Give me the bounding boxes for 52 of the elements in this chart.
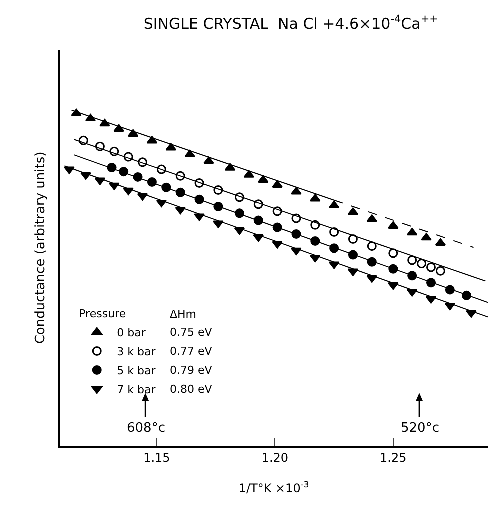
annotation: 0.75 eV bbox=[170, 326, 213, 339]
point bbox=[138, 158, 148, 168]
point bbox=[95, 142, 105, 152]
point bbox=[310, 220, 320, 230]
point bbox=[367, 242, 377, 252]
point bbox=[292, 214, 302, 224]
point bbox=[436, 266, 446, 276]
point bbox=[310, 194, 321, 202]
point bbox=[100, 119, 110, 127]
point bbox=[330, 227, 340, 237]
point bbox=[194, 214, 205, 222]
point bbox=[272, 180, 283, 188]
x-tick-label: 1.15 bbox=[144, 451, 170, 466]
chart-title: SINGLE CRYSTAL Na Cl +4.6×10$^{-4}$Ca$^{++}$ bbox=[144, 14, 438, 33]
legend-label: 7 k bar bbox=[117, 384, 156, 397]
point bbox=[204, 156, 214, 164]
point bbox=[417, 259, 427, 269]
point bbox=[156, 164, 166, 174]
point bbox=[408, 256, 418, 266]
point bbox=[184, 150, 196, 158]
annotation: 520°c bbox=[401, 421, 440, 436]
point bbox=[421, 233, 432, 241]
point bbox=[388, 248, 398, 258]
point bbox=[114, 124, 124, 132]
y-axis-title: Conductance (arbitrary units) bbox=[34, 152, 49, 344]
legend-title: Pressure bbox=[79, 308, 126, 321]
point bbox=[254, 200, 264, 210]
x-axis-title: 1/T°K ×10$^{-3}$ bbox=[238, 479, 310, 496]
legend-label: 5 k bar bbox=[117, 364, 156, 378]
point bbox=[388, 221, 399, 229]
point bbox=[234, 192, 244, 202]
point bbox=[426, 262, 436, 272]
point bbox=[124, 152, 134, 162]
annotation: 0.80 eV bbox=[170, 383, 213, 396]
point bbox=[291, 187, 302, 195]
annotation: ΔHm bbox=[170, 308, 197, 321]
x-tick-label: 1.25 bbox=[380, 451, 407, 466]
annotation: 608°c bbox=[127, 421, 166, 436]
annotation: 0.79 eV bbox=[170, 364, 213, 377]
point bbox=[176, 171, 186, 181]
point bbox=[214, 186, 224, 196]
point bbox=[272, 241, 283, 249]
legend-label: 0 bar bbox=[117, 326, 146, 340]
point bbox=[194, 178, 204, 188]
point bbox=[110, 146, 120, 156]
legend-label: 3 k bar bbox=[117, 346, 156, 359]
x-tick-label: 1.20 bbox=[262, 451, 289, 466]
point bbox=[78, 136, 88, 146]
point bbox=[272, 206, 282, 216]
annotation: 0.77 eV bbox=[170, 345, 213, 358]
point bbox=[366, 214, 378, 222]
point bbox=[348, 234, 358, 244]
